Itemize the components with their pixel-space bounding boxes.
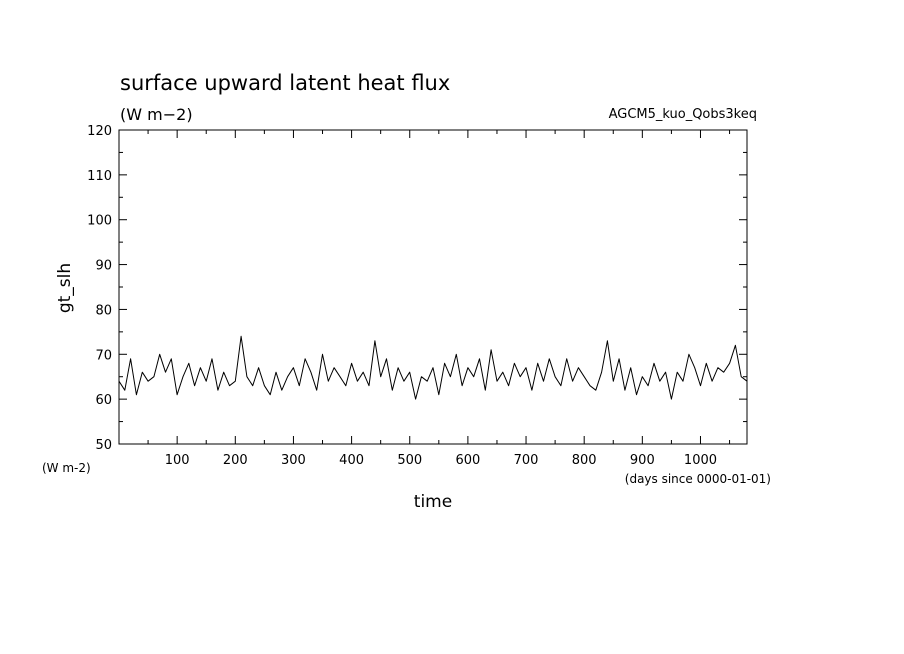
- y-tick-label: 90: [95, 259, 112, 274]
- x-tick-label: 800: [572, 453, 597, 468]
- y-tick-label: 50: [95, 438, 112, 453]
- x-tick-label: 500: [397, 453, 422, 468]
- x-tick-label: 1000: [684, 453, 717, 468]
- y-tick-label: 120: [87, 124, 112, 139]
- y-tick-label: 60: [95, 393, 112, 408]
- y-tick-label: 80: [95, 303, 112, 318]
- y-axis-label: gt_slh: [55, 263, 75, 313]
- chart-title: surface upward latent heat flux: [120, 71, 450, 95]
- chart-subtitle-unit: (W m−2): [120, 105, 193, 124]
- y-tick-label: 110: [87, 169, 112, 184]
- y-tick-label: 70: [95, 348, 112, 363]
- plot-frame: [118, 129, 748, 445]
- x-tick-label: 100: [165, 453, 190, 468]
- x-tick-label: 600: [455, 453, 480, 468]
- x-tick-label: 300: [281, 453, 306, 468]
- experiment-label: AGCM5_kuo_Qobs3keq: [609, 107, 757, 122]
- y-tick-label: 100: [87, 214, 112, 229]
- x-tick-label: 900: [630, 453, 655, 468]
- x-tick-label: 200: [223, 453, 248, 468]
- x-axis-unit: (days since 0000-01-01): [625, 472, 771, 486]
- x-axis-label: time: [414, 492, 452, 512]
- x-tick-label: 400: [339, 453, 364, 468]
- plot-area: 50 60 70 80 90 100 110 120 100 200 300 400 500 600 700…: [87, 124, 748, 468]
- data-series-line: [118, 335, 748, 400]
- y-axis-unit: (W m-2): [42, 461, 91, 475]
- x-tick-label: 700: [514, 453, 539, 468]
